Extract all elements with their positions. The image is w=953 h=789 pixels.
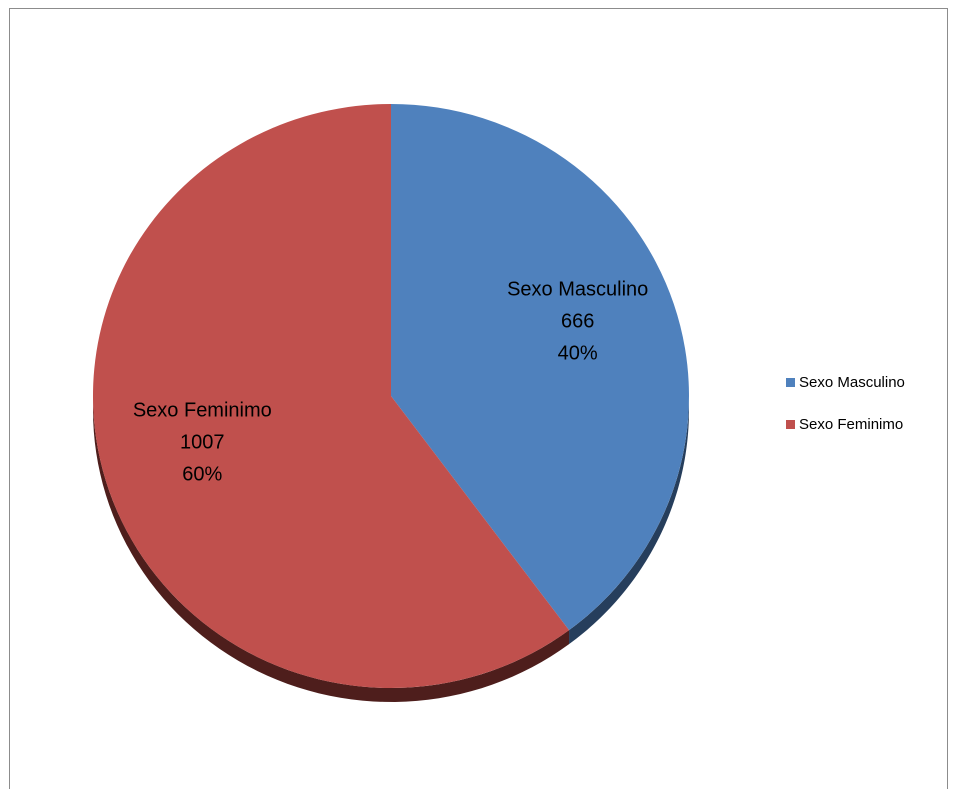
data-label-name-sexo-masculino: Sexo Masculino (507, 278, 648, 300)
data-label-percent-sexo-masculino: 40% (558, 342, 598, 364)
legend-label-feminimo: Sexo Feminimo (799, 415, 904, 433)
pie-slice-sexo-masculino (391, 104, 689, 631)
legend-label-masculino: Sexo Masculino (799, 373, 905, 391)
pie-depth-sides (93, 396, 689, 702)
pie-data-labels: Sexo Masculino 666 40% Sexo Feminimo 1007 60% (133, 278, 648, 485)
pie-top-faces (92, 103, 689, 689)
data-label-name-sexo-feminimo: Sexo Feminimo (133, 400, 272, 422)
pie-side-sexo-feminimo (93, 396, 570, 702)
legend-entry-masculino: Sexo Masculino (786, 371, 905, 393)
legend-swatch-feminimo (786, 419, 795, 429)
pie-slice-sexo-feminimo (92, 103, 570, 689)
legend: Sexo Masculino Sexo Feminimo (786, 371, 905, 455)
data-label-percent-sexo-feminimo: 60% (182, 464, 222, 486)
data-label-value-sexo-masculino: 666 (561, 310, 594, 332)
legend-swatch-masculino (786, 377, 795, 387)
pie-side-sexo-masculino (569, 396, 689, 645)
data-label-value-sexo-feminimo: 1007 (180, 432, 225, 454)
legend-entry-feminimo: Sexo Feminimo (786, 413, 905, 435)
